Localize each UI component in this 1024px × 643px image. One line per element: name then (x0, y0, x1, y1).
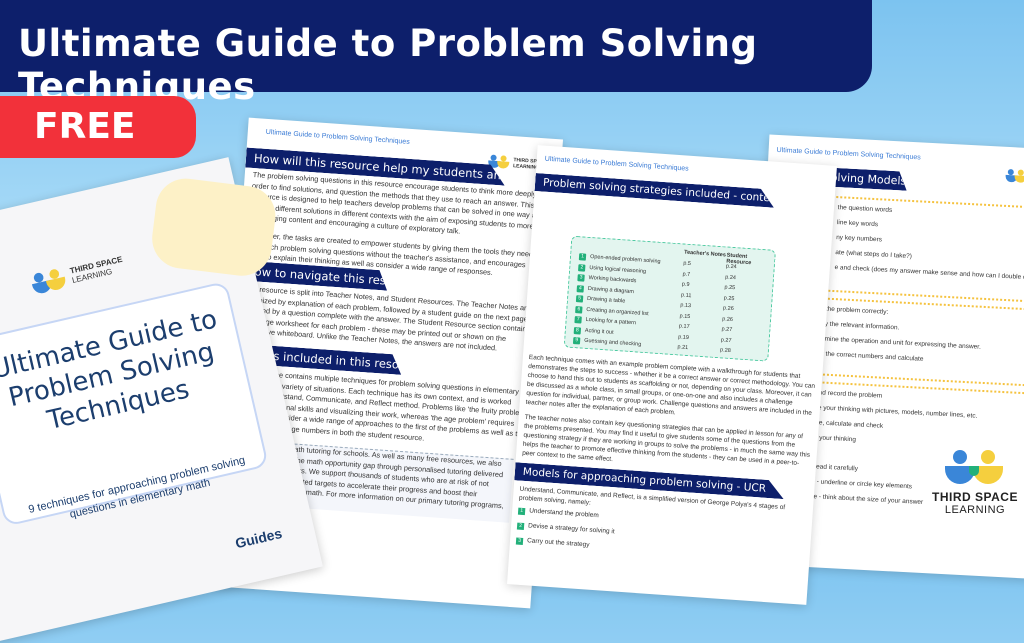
ucr-step: 1 Understand the problem (517, 507, 616, 522)
teacher-page: p.9 (681, 281, 690, 288)
step-text: Understand the problem (528, 507, 599, 520)
teacher-page: p.15 (679, 312, 691, 320)
student-page: p.27 (721, 326, 733, 334)
brand-logo (1005, 168, 1024, 184)
technique-name: Using logical reasoning (589, 264, 647, 275)
step-text: Carry out the strategy (526, 537, 590, 549)
brand-logo-large: THIRD SPACE LEARNING (930, 450, 1020, 516)
step-text: Devise a strategy for solving it (527, 522, 615, 536)
banner-title: Ultimate Guide to Problem Solving Techni… (18, 22, 758, 108)
step-number: 2 (578, 263, 586, 272)
student-page: p.27 (720, 336, 732, 344)
technique-name: Working backwards (588, 274, 637, 285)
step-number: 8 (573, 326, 582, 335)
page-header: Ultimate Guide to Problem Solving Techni… (265, 128, 410, 146)
contents-table: Teacher's Notes Student Resource 1 Open-en… (563, 235, 776, 362)
cover-title-card: Ultimate Guide to Problem Solving Techni… (0, 280, 269, 527)
student-page: p.26 (722, 305, 734, 313)
brand-line2: LEARNING (944, 504, 1006, 516)
teacher-page: p.17 (678, 323, 690, 331)
brand-line1: THIRD SPACE (932, 490, 1018, 504)
student-page: p.25 (723, 294, 735, 302)
cover-subtitle: 9 techniques for approaching problem sol… (27, 454, 247, 521)
technique-name: Creating an organized list (586, 306, 649, 317)
ucr-step: 2 Devise a strategy for solving it (516, 522, 615, 537)
teacher-page: p.11 (680, 291, 692, 299)
logo-icon (30, 267, 69, 297)
ucr-step: 3 Carry out the strategy (515, 537, 614, 552)
teacher-page: p.19 (677, 333, 690, 341)
brand-logo: THIRD SPACE LEARNING (30, 254, 126, 297)
page-header: Ultimate Guide to Problem Solving Techni… (544, 155, 689, 173)
teacher-page: p.21 (677, 344, 689, 352)
section-heading: Problem solving strategies included - co… (535, 173, 776, 208)
technique-name: Drawing a diagram (587, 285, 635, 295)
step-number: 9 (572, 337, 581, 345)
technique-name: Drawing a table (586, 295, 626, 305)
technique-name: Looking for a pattern (585, 316, 637, 327)
cover-footer: Guides (233, 524, 284, 552)
student-page: p.25 (724, 284, 736, 292)
student-page: p.28 (719, 347, 731, 355)
student-page: p.24 (725, 273, 737, 281)
technique-name: Guessing and checking (583, 337, 642, 348)
step-number: 4 (576, 284, 585, 293)
paragraph: The resource is split into Teacher Notes… (241, 283, 537, 353)
page-header: Ultimate Guide to Problem Solving Techni… (776, 146, 921, 162)
free-label: FREE (34, 106, 136, 147)
step-number: 6 (575, 305, 583, 314)
paragraph: The problem solving questions in this re… (249, 170, 545, 236)
technique-name: Acting it out (584, 327, 614, 336)
teacher-page: p.7 (682, 270, 691, 278)
logo-icon (945, 450, 1005, 486)
title-banner: Ultimate Guide to Problem Solving Techni… (0, 0, 872, 108)
step-number: 3 (577, 274, 585, 282)
step-number: 1 (578, 253, 587, 261)
free-badge: FREE (0, 96, 196, 158)
logo-icon (1005, 168, 1024, 184)
cover-title: Ultimate Guide to Problem Solving Techni… (0, 304, 220, 437)
student-page: p.26 (722, 315, 734, 323)
step-number: 5 (575, 295, 584, 303)
teacher-page: p.13 (680, 302, 692, 310)
step-number: 7 (574, 316, 582, 324)
